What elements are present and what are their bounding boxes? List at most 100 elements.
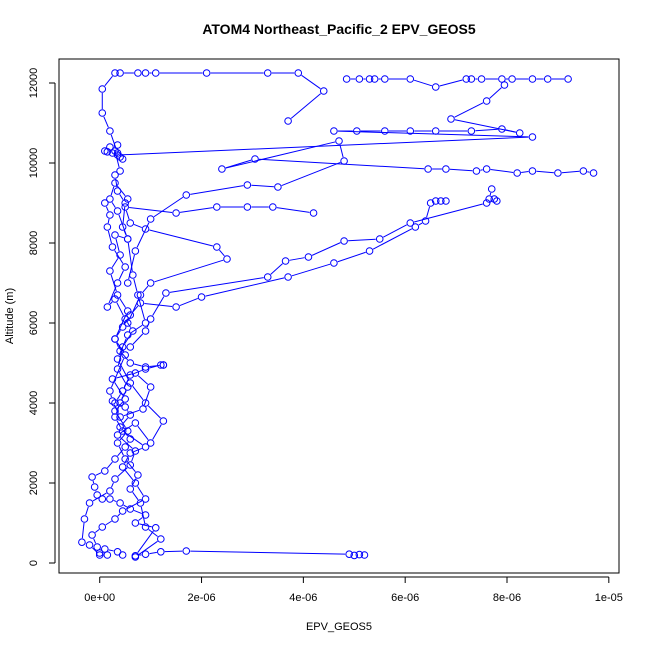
data-point <box>528 133 537 141</box>
data-point <box>103 223 112 231</box>
data-point <box>93 543 101 551</box>
data-point <box>381 127 389 135</box>
series-segment <box>118 235 125 239</box>
series-segment <box>122 417 129 425</box>
data-point <box>472 167 481 175</box>
data-point <box>118 507 127 515</box>
series-segment <box>116 342 119 348</box>
data-point <box>467 75 476 83</box>
data-point <box>330 127 338 135</box>
data-series-11 <box>106 179 165 561</box>
series-segment <box>121 136 529 156</box>
series-segment <box>179 297 199 307</box>
series-segment <box>127 242 133 272</box>
data-point <box>353 127 361 135</box>
data-series-12 <box>88 199 150 559</box>
data-point <box>482 97 491 105</box>
series-segment <box>124 456 129 464</box>
data-point <box>116 69 124 77</box>
series-segment <box>119 433 126 441</box>
data-point <box>421 217 430 225</box>
series-segment <box>116 330 121 336</box>
series-segment <box>140 506 146 524</box>
data-point <box>123 319 132 327</box>
data-point <box>126 379 135 387</box>
series-segment <box>119 298 127 308</box>
data-point <box>116 153 124 161</box>
data-point <box>123 235 132 243</box>
data-point <box>121 203 129 211</box>
data-point <box>131 519 140 527</box>
series-segment <box>117 350 123 366</box>
series-segment <box>108 286 117 304</box>
data-point <box>431 83 440 91</box>
series-segment <box>143 390 150 406</box>
data-point <box>370 75 379 83</box>
series-segment <box>92 547 98 553</box>
y-tick-label: 8000 <box>28 231 40 255</box>
data-point <box>106 211 114 219</box>
data-series-8 <box>98 69 328 157</box>
series-segment <box>121 390 127 400</box>
data-point <box>108 149 117 157</box>
series-segment <box>490 169 514 173</box>
series-segment <box>164 550 183 553</box>
data-point <box>116 499 124 507</box>
series-segment <box>205 277 285 297</box>
data-point <box>111 413 119 421</box>
series-segment <box>489 87 502 99</box>
series-segment <box>116 302 124 316</box>
series-segment <box>85 506 89 516</box>
data-point <box>213 203 221 211</box>
data-point <box>103 303 112 311</box>
x-axis: 0e+00 2e-06 4e-06 6e-06 8e-06 1e-05 <box>84 576 623 604</box>
data-point <box>123 279 132 287</box>
data-point <box>98 523 107 531</box>
series-segment <box>190 550 346 555</box>
series-segment <box>129 206 173 214</box>
series-segment <box>219 249 225 257</box>
series-segment <box>251 184 274 188</box>
data-point <box>113 439 122 447</box>
data-point <box>350 551 359 560</box>
series-segment <box>115 238 120 252</box>
series-segment <box>118 214 127 236</box>
series-segment <box>95 472 102 476</box>
data-point <box>172 209 180 217</box>
data-point <box>111 69 119 77</box>
series-segment <box>454 102 484 118</box>
series-segment <box>133 509 143 515</box>
series-segment <box>120 424 133 434</box>
data-point <box>360 551 369 559</box>
data-point <box>131 247 140 255</box>
series-segment <box>118 270 124 280</box>
series-segment <box>118 338 127 356</box>
series-segment <box>139 523 152 528</box>
data-series-6 <box>101 141 127 175</box>
data-point <box>162 289 170 297</box>
data-point <box>342 75 351 83</box>
series-segment <box>132 333 144 345</box>
data-point <box>197 293 206 301</box>
series-segment <box>133 447 143 453</box>
data-point <box>157 548 165 556</box>
series-segment <box>134 363 142 367</box>
series-segment <box>149 229 214 247</box>
series-segment <box>190 185 244 195</box>
series-segment <box>116 314 127 336</box>
series-segment <box>383 224 407 238</box>
series-segment <box>225 159 252 169</box>
data-point <box>365 75 374 83</box>
data-point <box>121 351 129 359</box>
data-point <box>151 524 160 532</box>
data-series-5 <box>123 137 598 287</box>
series-segment <box>413 79 433 87</box>
data-point <box>182 191 191 199</box>
data-point <box>116 413 124 421</box>
series-segment <box>148 405 161 419</box>
data-point <box>106 195 114 203</box>
data-point <box>304 253 313 261</box>
data-point <box>111 335 119 343</box>
series-segment <box>107 461 113 469</box>
data-point <box>589 169 598 177</box>
